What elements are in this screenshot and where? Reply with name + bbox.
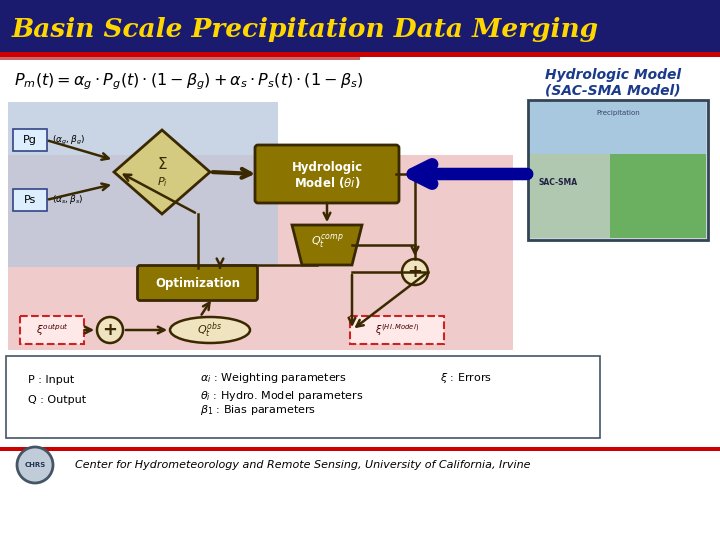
Ellipse shape <box>170 317 250 343</box>
Text: Basin Scale Precipitation Data Merging: Basin Scale Precipitation Data Merging <box>12 17 599 43</box>
Polygon shape <box>292 225 362 265</box>
Text: Ps: Ps <box>24 195 36 205</box>
FancyBboxPatch shape <box>6 356 600 438</box>
FancyBboxPatch shape <box>255 145 399 203</box>
Text: $\xi^{output}$: $\xi^{output}$ <box>35 322 68 338</box>
FancyBboxPatch shape <box>610 154 706 238</box>
FancyBboxPatch shape <box>0 52 720 57</box>
FancyBboxPatch shape <box>0 447 720 451</box>
Text: $P_i$: $P_i$ <box>156 175 168 189</box>
FancyBboxPatch shape <box>13 189 47 211</box>
Text: $\theta_i$ : Hydro. Model parameters: $\theta_i$ : Hydro. Model parameters <box>200 389 364 403</box>
Text: Hydrologic Model: Hydrologic Model <box>545 68 681 82</box>
FancyBboxPatch shape <box>0 0 720 52</box>
Text: Model ($\theta i$): Model ($\theta i$) <box>294 174 360 190</box>
Text: Q : Output: Q : Output <box>28 395 86 405</box>
FancyBboxPatch shape <box>528 100 708 240</box>
Text: Optimization: Optimization <box>155 276 240 289</box>
Text: $Q_t^{obs}$: $Q_t^{obs}$ <box>197 320 222 340</box>
Text: $\xi^{(HI. Model)}$: $\xi^{(HI. Model)}$ <box>375 322 419 338</box>
FancyBboxPatch shape <box>13 129 47 151</box>
Circle shape <box>17 447 53 483</box>
Text: $\alpha_i$ : Weighting parameters: $\alpha_i$ : Weighting parameters <box>200 371 347 385</box>
FancyBboxPatch shape <box>530 102 706 154</box>
Text: +: + <box>102 321 117 339</box>
Text: Pg: Pg <box>23 135 37 145</box>
Text: $\xi$ : Errors: $\xi$ : Errors <box>440 371 492 385</box>
FancyBboxPatch shape <box>8 102 278 267</box>
Text: $\Sigma$: $\Sigma$ <box>157 156 167 172</box>
FancyBboxPatch shape <box>8 155 513 350</box>
Text: SAC-SMA: SAC-SMA <box>539 178 577 187</box>
Text: $(\alpha_g,\beta_g)$: $(\alpha_g,\beta_g)$ <box>52 133 85 146</box>
Polygon shape <box>114 130 210 214</box>
Text: P : Input: P : Input <box>28 375 74 385</box>
Circle shape <box>97 317 123 343</box>
FancyBboxPatch shape <box>0 57 360 60</box>
Text: Precipitation: Precipitation <box>596 110 640 116</box>
Text: $Q_t^{comp}$: $Q_t^{comp}$ <box>310 233 343 251</box>
FancyBboxPatch shape <box>20 316 84 344</box>
Text: $P_m(t)=\alpha_g \cdot P_g(t)\cdot(1-\beta_g)+\alpha_s \cdot P_s(t)\cdot(1-\beta: $P_m(t)=\alpha_g \cdot P_g(t)\cdot(1-\be… <box>14 72 364 92</box>
FancyBboxPatch shape <box>530 154 610 238</box>
Text: Hydrologic: Hydrologic <box>292 160 363 173</box>
Text: (SAC-SMA Model): (SAC-SMA Model) <box>545 83 680 97</box>
Text: $\beta_1$ : Bias parameters: $\beta_1$ : Bias parameters <box>200 403 316 417</box>
Circle shape <box>402 259 428 285</box>
Text: Center for Hydrometeorology and Remote Sensing, University of California, Irvine: Center for Hydrometeorology and Remote S… <box>75 460 531 470</box>
Text: CHRS: CHRS <box>24 462 45 468</box>
FancyBboxPatch shape <box>350 316 444 344</box>
FancyBboxPatch shape <box>138 266 258 300</box>
Text: $(\alpha_s,\beta_s)$: $(\alpha_s,\beta_s)$ <box>52 193 84 206</box>
Text: +: + <box>408 263 423 281</box>
